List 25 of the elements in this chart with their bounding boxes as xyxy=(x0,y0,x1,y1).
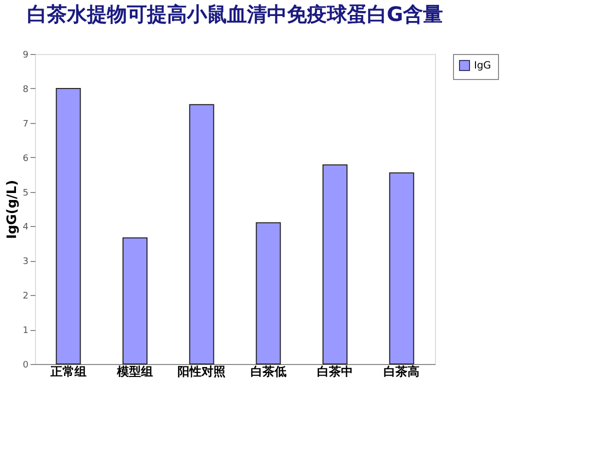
bar xyxy=(389,172,414,364)
chart-title: 白茶水提物可提高小鼠血清中免疫球蛋白G含量 xyxy=(26,2,444,26)
y-tick-label: 5 xyxy=(22,188,28,198)
x-tick-label: 白茶中 xyxy=(317,364,353,378)
x-tick-label: 模型组 xyxy=(116,364,153,378)
x-tick-label: 正常组 xyxy=(49,364,86,378)
y-tick-label: 3 xyxy=(22,257,28,268)
bar xyxy=(56,88,81,364)
bar xyxy=(322,164,348,364)
y-tick-label: 2 xyxy=(22,292,28,302)
x-tick-label: 白茶低 xyxy=(250,364,286,378)
y-tick-label: 1 xyxy=(22,326,28,336)
y-tick-label: 0 xyxy=(22,360,29,370)
bar xyxy=(189,104,214,364)
y-tick-label: 4 xyxy=(22,222,29,233)
y-tick-label: 6 xyxy=(22,154,29,164)
x-tick-label: 阳性对照 xyxy=(178,364,226,378)
y-tick-label: 7 xyxy=(22,119,28,130)
y-axis-title: IgG(g/L) xyxy=(4,180,20,240)
x-tick-label: 白茶高 xyxy=(384,364,420,378)
legend-label: IgG xyxy=(474,60,492,72)
bar xyxy=(122,237,148,364)
bar xyxy=(256,222,281,364)
y-tick-label: 8 xyxy=(22,84,29,95)
y-tick-label: 9 xyxy=(22,50,29,60)
